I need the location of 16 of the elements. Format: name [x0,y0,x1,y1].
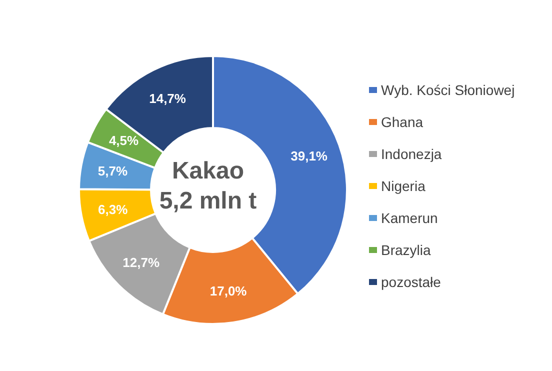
legend-label: Nigeria [381,178,426,194]
data-label: 14,7% [149,91,186,106]
legend-label: Ghana [381,114,424,130]
data-label: 6,3% [98,202,128,217]
legend-label: Indonezja [381,146,442,162]
data-label: 39,1% [290,148,328,164]
text: 5,2 mln t [159,188,257,214]
legend-label: Brazylia [381,242,431,258]
legend-label: Wyb. Kości Słoniowej [381,82,515,98]
legend-label: Kamerun [381,210,438,226]
text: Kakao [172,158,244,184]
data-label: 4,5% [108,133,140,148]
data-label: 5,7% [98,164,128,179]
legend-label: pozostałe [381,274,441,290]
data-label: 17,0% [210,283,248,298]
data-label: 12,7% [122,254,160,270]
